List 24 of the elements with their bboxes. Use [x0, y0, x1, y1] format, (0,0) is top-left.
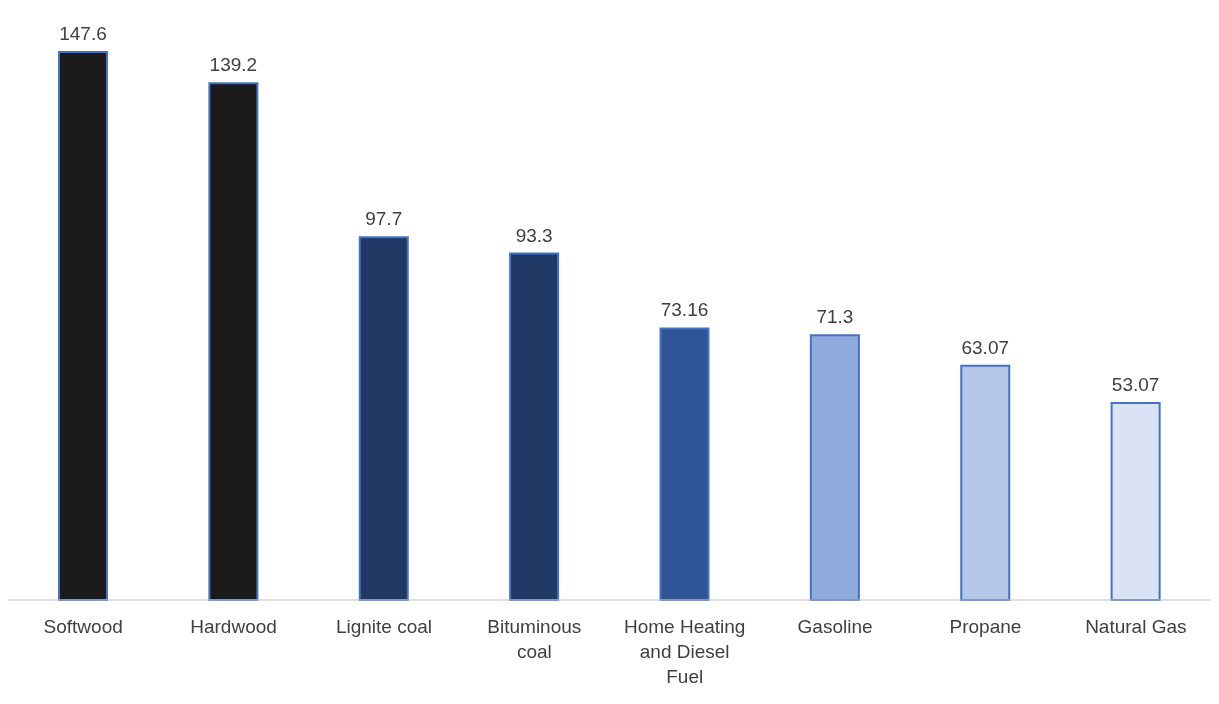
bar [659, 327, 710, 601]
bar [358, 236, 409, 601]
x-tick-label: Hardwood [190, 616, 277, 638]
data-label: 93.3 [515, 224, 553, 246]
data-label: 63.07 [961, 336, 1010, 358]
data-label: 139.2 [209, 54, 258, 76]
x-tick-label: Bituminous coal [487, 616, 582, 662]
data-label: 53.07 [1111, 373, 1160, 395]
data-label: 147.6 [59, 23, 107, 44]
data-label: 97.7 [365, 208, 403, 230]
bar [58, 51, 108, 601]
bar [509, 252, 560, 601]
x-tick-label: Lignite coal [335, 616, 432, 638]
data-label: 73.16 [660, 299, 709, 321]
data-label: 71.3 [816, 306, 854, 328]
bar [809, 334, 860, 601]
bar [1110, 401, 1161, 601]
bar [960, 364, 1011, 601]
bar [208, 82, 259, 601]
x-tick-label: Home Heating and Diesel Fuel [623, 616, 746, 687]
x-tick-label: Natural Gas [1085, 616, 1187, 638]
x-tick-label: Propane [949, 616, 1022, 638]
x-tick-label: Gasoline [797, 616, 873, 638]
x-tick-label: Softwood [43, 616, 123, 638]
